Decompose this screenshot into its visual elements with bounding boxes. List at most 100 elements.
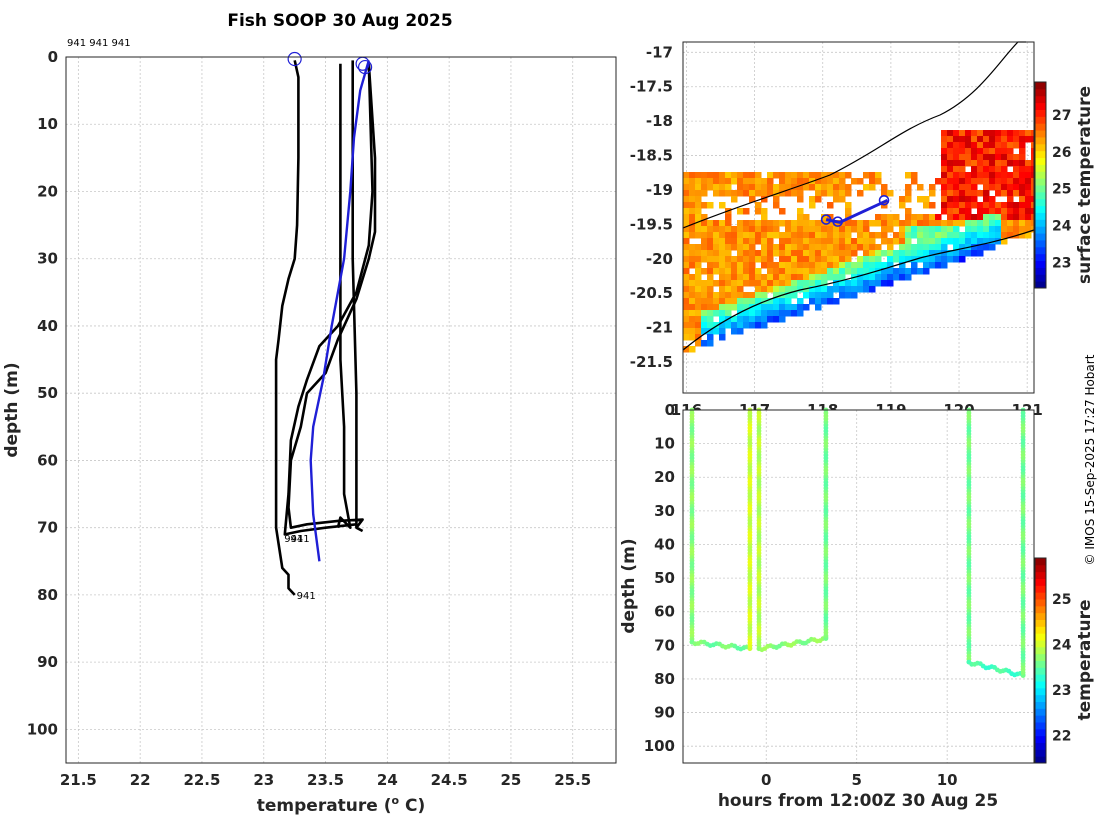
map-sst-cell <box>749 178 756 185</box>
map-sst-cell <box>953 220 960 227</box>
map-panel: 116117118119120121 -17-17.5-18-18.5-19-1… <box>630 41 1095 419</box>
map-sst-cell <box>785 184 792 191</box>
time-depth-colorbar-segment <box>1035 612 1046 620</box>
map-sst-cell <box>791 256 798 263</box>
map-sst-cell <box>707 202 714 209</box>
map-sst-cell <box>827 286 834 293</box>
map-sst-cell <box>683 310 690 317</box>
map-sst-cell <box>737 232 744 239</box>
map-sst-cell <box>989 208 996 215</box>
map-sst-cell <box>863 184 870 191</box>
map-sst-cell <box>881 280 888 287</box>
map-sst-cell <box>683 298 690 305</box>
map-sst-cell <box>1001 232 1008 239</box>
map-sst-cell <box>899 226 906 233</box>
map-sst-cell <box>899 220 906 227</box>
map-sst-cell <box>755 238 762 245</box>
map-sst-cell <box>953 160 960 167</box>
map-sst-cell <box>731 322 738 329</box>
map-sst-cell <box>737 316 744 323</box>
map-sst-cell <box>707 298 714 305</box>
map-sst-cell <box>989 226 996 233</box>
map-colorbar-segment <box>1035 260 1046 268</box>
map-sst-cell <box>755 322 762 329</box>
map-colorbar-segment <box>1035 253 1046 262</box>
map-sst-cell <box>827 244 834 251</box>
map-sst-cell <box>827 256 834 263</box>
map-sst-cell <box>947 232 954 239</box>
map-sst-cell <box>917 196 924 203</box>
map-sst-cell <box>689 298 696 305</box>
map-sst-cell <box>767 220 774 227</box>
map-sst-cell <box>947 178 954 185</box>
map-sst-cell <box>941 262 948 269</box>
map-sst-cell <box>785 220 792 227</box>
map-sst-cell <box>725 214 732 221</box>
map-sst-cell <box>857 256 864 263</box>
map-sst-cell <box>725 178 732 185</box>
map-sst-cell <box>1019 208 1026 215</box>
map-sst-cell <box>725 262 732 269</box>
map-sst-cell <box>719 298 726 305</box>
map-colorbar-segment <box>1035 233 1046 241</box>
map-colorbar-segment <box>1035 157 1046 165</box>
profile-x-label-sup: o <box>392 794 400 807</box>
map-sst-cell <box>749 196 756 203</box>
map-sst-cell <box>707 178 714 185</box>
map-sst-cell <box>875 244 882 251</box>
map-sst-cell <box>791 286 798 293</box>
map-sst-cell <box>839 292 846 299</box>
map-sst-cell <box>995 208 1002 215</box>
map-sst-cell <box>983 238 990 245</box>
map-sst-cell <box>869 280 876 287</box>
map-sst-cell <box>803 232 810 239</box>
map-sst-cell <box>755 250 762 257</box>
map-sst-cell <box>731 226 738 233</box>
map-sst-cell <box>929 226 936 233</box>
map-sst-cell <box>743 178 750 185</box>
map-sst-cell <box>869 220 876 227</box>
map-colorbar-segment <box>1035 205 1046 213</box>
time-depth-colorbar-segment <box>1035 578 1046 586</box>
map-sst-cell <box>821 178 828 185</box>
map-sst-cell <box>863 232 870 239</box>
map-sst-cell <box>821 280 828 287</box>
map-sst-cell <box>707 256 714 263</box>
map-sst-cell <box>1019 226 1026 233</box>
map-sst-cell <box>773 316 780 323</box>
map-sst-cell <box>857 268 864 275</box>
map-sst-cell <box>719 286 726 293</box>
map-sst-cell <box>821 226 828 233</box>
map-sst-cell <box>755 286 762 293</box>
map-sst-cell <box>911 172 918 179</box>
map-sst-cell <box>689 202 696 209</box>
map-sst-cell <box>863 220 870 227</box>
time-depth-colorbar-segment <box>1035 640 1046 648</box>
map-sst-cell <box>749 232 756 239</box>
profile-y-tick-label: 0 <box>48 48 58 66</box>
map-sst-cell <box>1007 130 1014 137</box>
map-sst-cell <box>755 172 762 179</box>
map-sst-cell <box>863 286 870 293</box>
map-sst-cell <box>761 184 768 191</box>
time-depth-y-tick-label: 80 <box>654 670 675 688</box>
map-sst-cell <box>767 238 774 245</box>
map-sst-cell <box>749 250 756 257</box>
map-sst-cell <box>785 256 792 263</box>
map-sst-cell <box>737 286 744 293</box>
map-sst-cell <box>719 280 726 287</box>
map-sst-cell <box>701 268 708 275</box>
map-sst-cell <box>737 292 744 299</box>
map-sst-cell <box>1001 184 1008 191</box>
time-depth-x-tick-label: 5 <box>851 771 861 789</box>
map-sst-cell <box>785 226 792 233</box>
map-sst-cell <box>983 172 990 179</box>
map-sst-cell <box>731 196 738 203</box>
map-sst-cell <box>701 304 708 311</box>
map-sst-cell <box>941 172 948 179</box>
map-sst-cell <box>953 250 960 257</box>
map-sst-cell <box>731 262 738 269</box>
map-sst-cell <box>965 190 972 197</box>
map-sst-cell <box>731 274 738 281</box>
map-sst-cell <box>779 268 786 275</box>
